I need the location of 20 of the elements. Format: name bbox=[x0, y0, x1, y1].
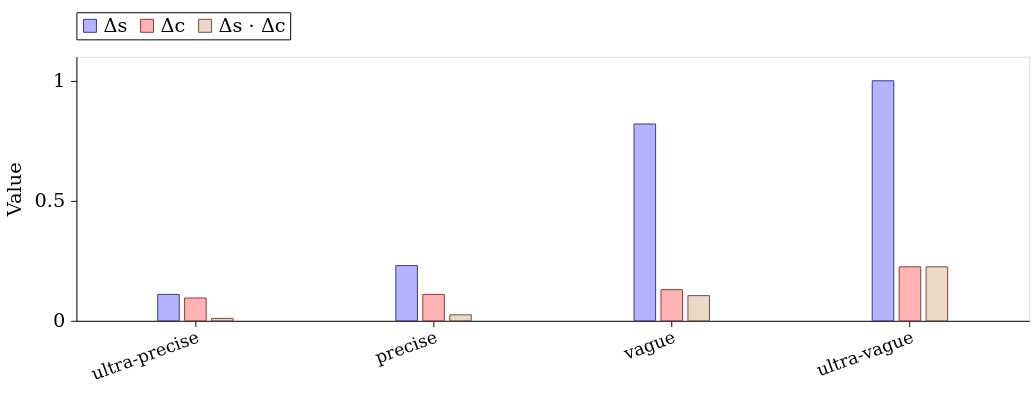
bar bbox=[211, 317, 234, 322]
bar bbox=[925, 266, 949, 322]
bar bbox=[395, 265, 418, 322]
bar bbox=[157, 293, 180, 322]
bar bbox=[449, 314, 472, 322]
bar bbox=[660, 289, 684, 322]
bar bbox=[871, 80, 895, 322]
bar bbox=[422, 293, 445, 322]
x-tick-label: vague bbox=[620, 326, 678, 364]
bar bbox=[633, 123, 657, 322]
y-axis-title: Value bbox=[2, 162, 26, 218]
y-tick-label: 1 bbox=[52, 69, 66, 93]
y-tick-label: 0 bbox=[52, 309, 66, 333]
bar bbox=[898, 266, 922, 322]
legend-label: Δs bbox=[103, 13, 128, 37]
legend-label: Δc bbox=[160, 13, 186, 37]
bar bbox=[687, 295, 710, 322]
y-tick-label: 0.5 bbox=[34, 189, 66, 213]
bar bbox=[184, 297, 207, 322]
legend-label: Δs · Δc bbox=[218, 13, 286, 37]
